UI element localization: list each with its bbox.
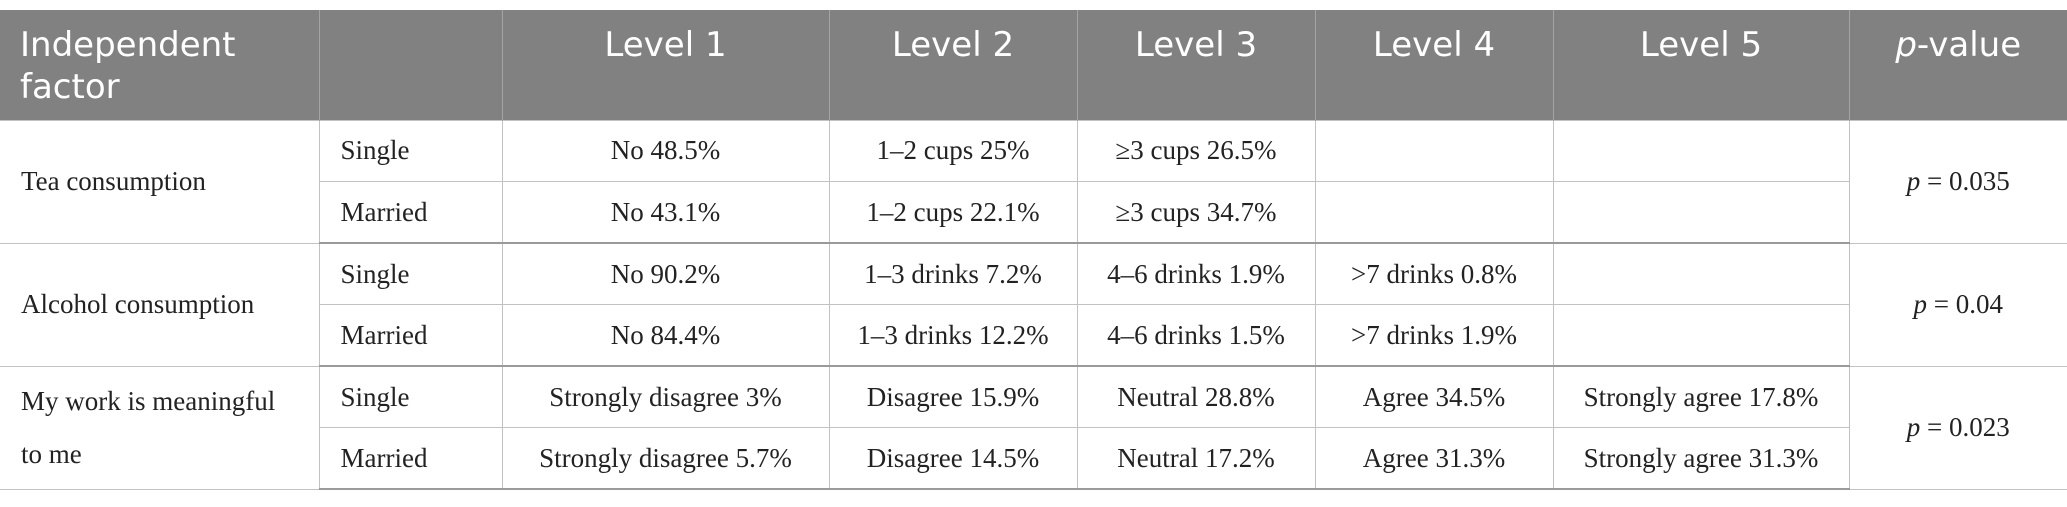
level-cell: Neutral 17.2% [1076,427,1316,490]
level-cell [1552,119,1850,182]
header-p-value: p-value [1848,10,2067,120]
header-independent-factor: Independent factor [0,10,319,120]
header-p-rest: -value [1916,25,2022,65]
table-row: Married No 43.1% 1–2 cups 22.1% ≥3 cups … [0,181,2067,244]
p-value-cell: p = 0.035 [1848,119,2067,244]
level-cell: 1–3 drinks 12.2% [828,304,1078,367]
table-row: Married Strongly disagree 5.7% Disagree … [0,427,2067,490]
header-group [318,10,502,120]
header-level-2: Level 2 [828,10,1077,120]
level-cell: Strongly disagree 3% [501,365,830,428]
level-cell: >7 drinks 1.9% [1314,304,1554,367]
group-cell: Married [319,304,503,367]
level-cell [1552,242,1850,305]
level-cell [1314,119,1554,182]
level-cell: ≥3 cups 26.5% [1076,119,1316,182]
level-cell: >7 drinks 0.8% [1314,242,1554,305]
level-cell: 4–6 drinks 1.5% [1076,304,1316,367]
group-cell: Married [319,427,503,490]
header-p-italic: p [1895,25,1917,65]
level-cell: Strongly agree 31.3% [1552,427,1849,490]
p-rest: = 0.04 [1927,289,2003,319]
level-cell: 1–2 cups 25% [828,119,1078,182]
p-italic: p [1913,289,1928,319]
level-cell: Disagree 15.9% [828,365,1078,428]
factor-cell: My work is meaningful to me [0,365,320,490]
header-level-4: Level 4 [1314,10,1553,120]
table-row: My work is meaningful to me Single Stron… [0,365,2067,490]
level-cell: No 84.4% [501,304,830,367]
group-cell: Single [318,119,503,182]
table-row: Alcohol consumption Single No 90.2% 1–3 … [0,242,2067,367]
level-cell: Agree 31.3% [1314,427,1554,490]
level-cell: Agree 34.5% [1314,365,1554,428]
p-value-cell: p = 0.023 [1848,365,2067,490]
level-cell: Neutral 28.8% [1076,365,1316,428]
level-cell: Disagree 14.5% [828,427,1078,490]
table-row: Married No 84.4% 1–3 drinks 12.2% 4–6 dr… [0,304,2067,367]
factor-cell: Alcohol consumption [0,242,320,367]
level-cell: 4–6 drinks 1.9% [1076,242,1316,305]
level-cell: 1–3 drinks 7.2% [828,242,1078,305]
level-cell: No 43.1% [501,181,830,244]
factor-cell: Tea consumption [0,119,320,244]
level-cell: No 90.2% [501,242,830,305]
group-cell: Single [318,242,503,305]
p-italic: p [1906,412,1921,442]
header-row: Independent factor Level 1 Level 2 Level… [0,10,2067,120]
level-cell [1314,181,1554,244]
group-cell: Single [318,365,503,428]
group-cell: Married [319,181,503,244]
level-cell [1552,304,1849,367]
p-italic: p [1906,166,1921,196]
p-rest: = 0.035 [1920,166,2010,196]
header-level-5: Level 5 [1552,10,1849,120]
header-level-3: Level 3 [1076,10,1315,120]
level-cell [1552,181,1849,244]
results-table: Independent factor Level 1 Level 2 Level… [0,10,2067,490]
header-level-1: Level 1 [501,10,829,120]
level-cell: 1–2 cups 22.1% [828,181,1078,244]
level-cell: Strongly agree 17.8% [1552,365,1850,428]
level-cell: No 48.5% [501,119,830,182]
level-cell: ≥3 cups 34.7% [1076,181,1316,244]
p-rest: = 0.023 [1920,412,2010,442]
level-cell: Strongly disagree 5.7% [501,427,830,490]
p-value-cell: p = 0.04 [1848,242,2067,367]
table-row: Tea consumption Single No 48.5% 1–2 cups… [0,119,2067,244]
